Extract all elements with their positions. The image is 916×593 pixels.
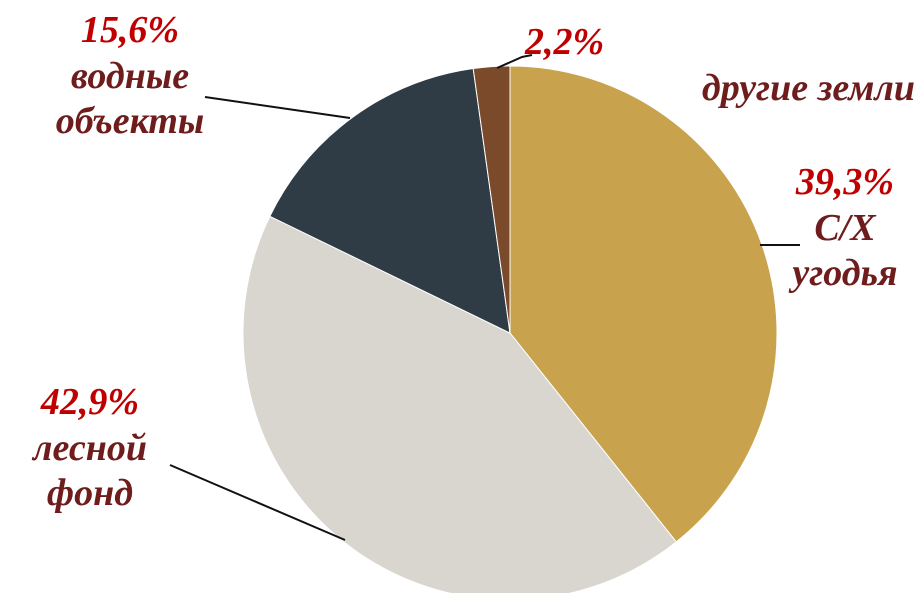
leader-lines bbox=[169, 54, 800, 541]
pie-slice bbox=[242, 215, 677, 593]
category-label: С/Х угодья bbox=[792, 206, 898, 295]
slice-label: 15,6% водные объекты bbox=[30, 8, 230, 145]
value-label: 2,2% bbox=[525, 21, 605, 63]
slice-label: 2,2% другие земли bbox=[525, 20, 915, 111]
pie-slice bbox=[269, 67, 511, 334]
slice-label: 39,3% С/Х угодья bbox=[765, 160, 916, 297]
leader-line bbox=[204, 96, 351, 119]
value-label: 42,9% bbox=[40, 381, 140, 423]
value-label: 39,3% bbox=[795, 161, 895, 203]
slice-label: 42,9% лесной фонд bbox=[10, 380, 170, 517]
category-label: лесной фонд bbox=[33, 426, 147, 515]
category-label: водные объекты bbox=[55, 54, 205, 143]
leader-line bbox=[496, 54, 533, 69]
value-label: 15,6% bbox=[80, 9, 180, 51]
pie-slice bbox=[472, 65, 511, 334]
category-label: другие земли bbox=[701, 66, 915, 109]
slices bbox=[242, 65, 778, 593]
leader-line bbox=[169, 464, 346, 541]
